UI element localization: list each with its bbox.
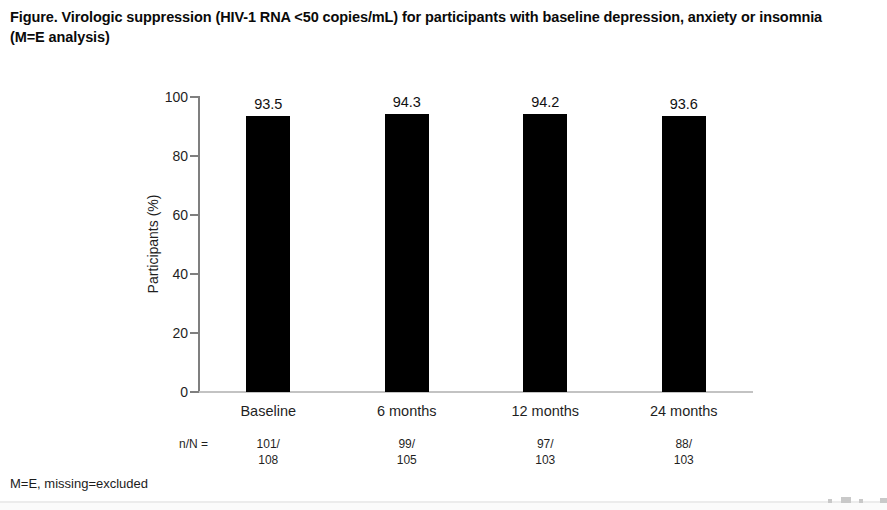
bar xyxy=(662,116,706,392)
x-tick-label: 12 months xyxy=(490,403,600,420)
bottom-strip xyxy=(0,503,887,510)
y-axis-tick xyxy=(190,391,198,393)
y-axis-tick xyxy=(190,273,198,275)
bar xyxy=(385,114,429,392)
bar-value-label: 94.2 xyxy=(510,94,580,110)
footnote: M=E, missing=excluded xyxy=(10,476,148,491)
bar-value-label: 93.6 xyxy=(649,96,719,112)
y-axis-tick-label: 100 xyxy=(152,89,188,105)
y-axis-tick-label: 0 xyxy=(152,384,188,400)
y-axis-tick xyxy=(190,155,198,157)
bottom-edge-artifact xyxy=(859,499,863,503)
figure-title-line-2: (M=E analysis) xyxy=(10,27,880,47)
bar xyxy=(246,116,290,392)
y-axis-tick xyxy=(190,96,198,98)
bar-value-label: 94.3 xyxy=(372,94,442,110)
x-tick-label: 6 months xyxy=(352,403,462,420)
x-tick-label: 24 months xyxy=(629,403,739,420)
bottom-edge-artifact xyxy=(828,499,832,503)
figure-title-line-1: Figure. Virologic suppression (HIV-1 RNA… xyxy=(10,7,880,27)
x-tick-label: Baseline xyxy=(213,403,323,420)
figure-title: Figure. Virologic suppression (HIV-1 RNA… xyxy=(10,7,880,47)
bottom-edge-artifact xyxy=(841,497,851,503)
n-over-n-value: 97/ 103 xyxy=(500,436,590,468)
y-axis-tick xyxy=(190,332,198,334)
n-over-n-row-label: n/N = xyxy=(148,437,208,451)
y-axis-tick-label: 40 xyxy=(152,266,188,282)
bottom-edge-artifact xyxy=(880,498,887,503)
n-over-n-value: 99/ 105 xyxy=(362,436,452,468)
bar-value-label: 93.5 xyxy=(233,96,303,112)
y-axis-tick-label: 20 xyxy=(152,325,188,341)
bar xyxy=(523,114,567,392)
n-over-n-value: 101/ 108 xyxy=(223,436,313,468)
y-axis-tick-label: 80 xyxy=(152,148,188,164)
y-axis xyxy=(198,96,200,393)
y-axis-tick-label: 60 xyxy=(152,207,188,223)
n-over-n-value: 88/ 103 xyxy=(639,436,729,468)
figure-page: Figure. Virologic suppression (HIV-1 RNA… xyxy=(0,0,887,510)
y-axis-tick xyxy=(190,214,198,216)
y-axis-title: Participants (%) xyxy=(145,94,165,394)
